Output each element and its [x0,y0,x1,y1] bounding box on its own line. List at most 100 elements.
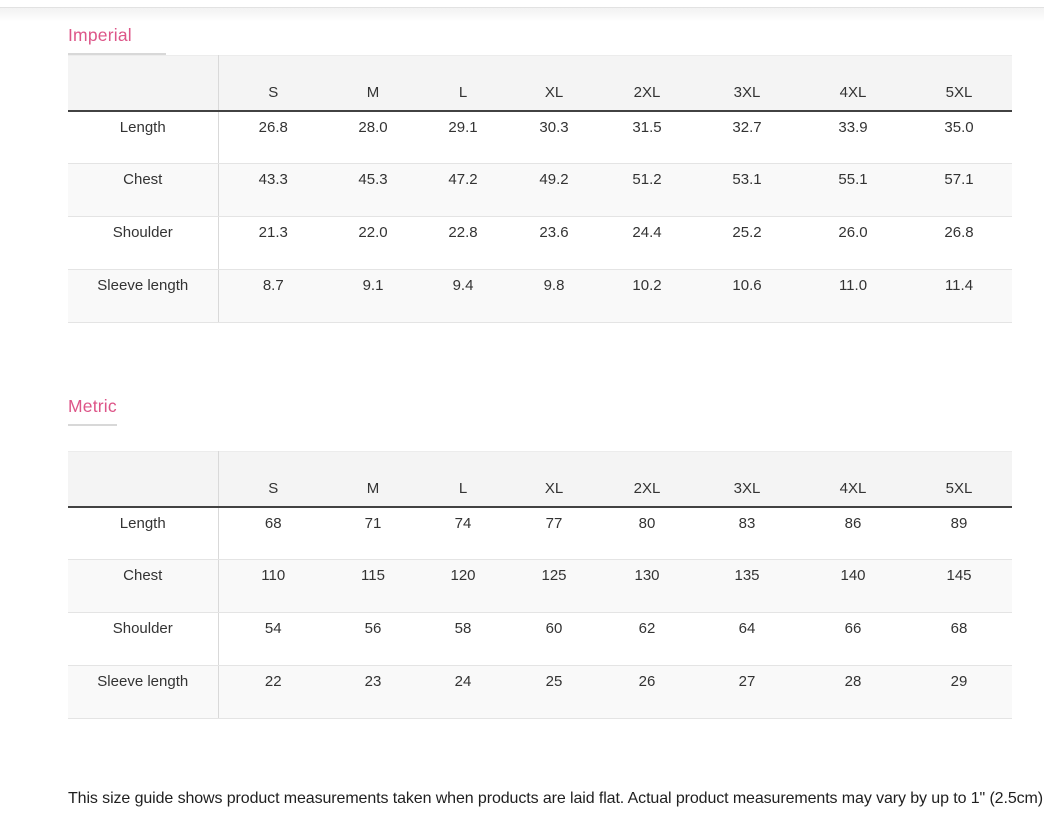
measurement-cell: 8.7 [218,269,328,323]
measurement-cell: 31.5 [600,110,694,164]
measurement-cell: 135 [694,559,800,613]
measurement-cell: 23.6 [508,216,600,270]
measurement-cell: 115 [328,559,418,613]
row-label: Chest [68,163,219,217]
measurement-cell: 27 [694,665,800,719]
size-header-2xl: 2XL [600,451,694,508]
measurement-cell: 25.2 [694,216,800,270]
size-header-row: S M L XL 2XL 3XL 4XL 5XL [68,451,1012,508]
measurement-cell: 9.1 [328,269,418,323]
measurement-cell: 49.2 [508,163,600,217]
measurement-cell: 130 [600,559,694,613]
size-header-4xl: 4XL [800,55,906,112]
measurement-cell: 80 [600,506,694,560]
table-row: Length 68 71 74 77 80 83 86 89 [68,506,1012,560]
size-header-s: S [218,55,328,112]
row-label: Shoulder [68,216,219,270]
size-header-3xl: 3XL [694,451,800,508]
measurement-cell: 68 [906,612,1012,666]
corner-cell [68,55,219,112]
metric-size-table: S M L XL 2XL 3XL 4XL 5XL Length 68 71 74 77 80 83 86 89 C… [68,451,1012,719]
measurement-cell: 86 [800,506,906,560]
size-header-3xl: 3XL [694,55,800,112]
measurement-cell: 33.9 [800,110,906,164]
row-label: Shoulder [68,612,219,666]
measurement-cell: 10.2 [600,269,694,323]
size-header-row: S M L XL 2XL 3XL 4XL 5XL [68,55,1012,112]
measurement-cell: 64 [694,612,800,666]
measurement-cell: 21.3 [218,216,328,270]
measurement-cell: 68 [218,506,328,560]
measurement-cell: 83 [694,506,800,560]
measurement-cell: 26.8 [906,216,1012,270]
measurement-cell: 71 [328,506,418,560]
measurement-cell: 45.3 [328,163,418,217]
top-edge-shadow [0,8,1044,22]
table-row: Chest 43.3 45.3 47.2 49.2 51.2 53.1 55.1 57.1 [68,163,1012,217]
row-label: Length [68,506,219,560]
measurement-cell: 47.2 [418,163,508,217]
measurement-cell: 30.3 [508,110,600,164]
size-header-m: M [328,451,418,508]
measurement-cell: 58 [418,612,508,666]
row-label: Chest [68,559,219,613]
size-header-2xl: 2XL [600,55,694,112]
top-edge-spacer [0,0,1044,7]
measurement-cell: 60 [508,612,600,666]
measurement-cell: 9.4 [418,269,508,323]
size-guide-content: Imperial S M L XL 2XL 3XL 4XL 5XL Length 26.8 28.0… [0,25,1044,810]
metric-section: Metric S M L XL 2XL 3XL 4XL 5XL Length 68 71 74 77 80… [68,396,1020,719]
row-label: Sleeve length [68,665,219,719]
measurement-cell: 24.4 [600,216,694,270]
measurement-cell: 57.1 [906,163,1012,217]
measurement-cell: 43.3 [218,163,328,217]
table-row: Sleeve length 22 23 24 25 26 27 28 29 [68,665,1012,719]
top-edge-divider [0,7,1044,8]
measurement-cell: 26.8 [218,110,328,164]
size-header-l: L [418,55,508,112]
size-header-4xl: 4XL [800,451,906,508]
size-header-5xl: 5XL [906,55,1012,112]
measurement-cell: 26.0 [800,216,906,270]
measurement-cell: 54 [218,612,328,666]
table-row: Shoulder 21.3 22.0 22.8 23.6 24.4 25.2 26.0 26.8 [68,216,1012,270]
measurement-cell: 10.6 [694,269,800,323]
row-label: Length [68,110,219,164]
imperial-section: Imperial S M L XL 2XL 3XL 4XL 5XL Length 26.8 28.0… [68,25,1020,323]
measurement-cell: 55.1 [800,163,906,217]
size-header-xl: XL [508,55,600,112]
measurement-cell: 22 [218,665,328,719]
measurement-cell: 22.8 [418,216,508,270]
size-header-5xl: 5XL [906,451,1012,508]
measurement-cell: 29 [906,665,1012,719]
metric-heading: Metric [68,396,117,416]
measurement-cell: 89 [906,506,1012,560]
imperial-heading: Imperial [68,25,132,45]
measurement-cell: 77 [508,506,600,560]
measurement-cell: 66 [800,612,906,666]
measurement-cell: 51.2 [600,163,694,217]
measurement-cell: 145 [906,559,1012,613]
measurement-cell: 25 [508,665,600,719]
size-header-s: S [218,451,328,508]
imperial-heading-rule [68,53,166,55]
measurement-cell: 24 [418,665,508,719]
measurement-cell: 32.7 [694,110,800,164]
size-header-xl: XL [508,451,600,508]
measurement-cell: 35.0 [906,110,1012,164]
corner-cell [68,451,219,508]
measurement-cell: 125 [508,559,600,613]
table-row: Length 26.8 28.0 29.1 30.3 31.5 32.7 33.9 35.0 [68,110,1012,164]
measurement-cell: 56 [328,612,418,666]
measurement-cell: 28.0 [328,110,418,164]
measurement-cell: 11.0 [800,269,906,323]
imperial-size-table: S M L XL 2XL 3XL 4XL 5XL Length 26.8 28.0 29.1 30.3 3… [68,55,1012,323]
measurement-cell: 62 [600,612,694,666]
size-header-m: M [328,55,418,112]
measurement-cell: 120 [418,559,508,613]
measurement-cell: 140 [800,559,906,613]
table-row: Shoulder 54 56 58 60 62 64 66 68 [68,612,1012,666]
measurement-cell: 74 [418,506,508,560]
measurement-cell: 11.4 [906,269,1012,323]
